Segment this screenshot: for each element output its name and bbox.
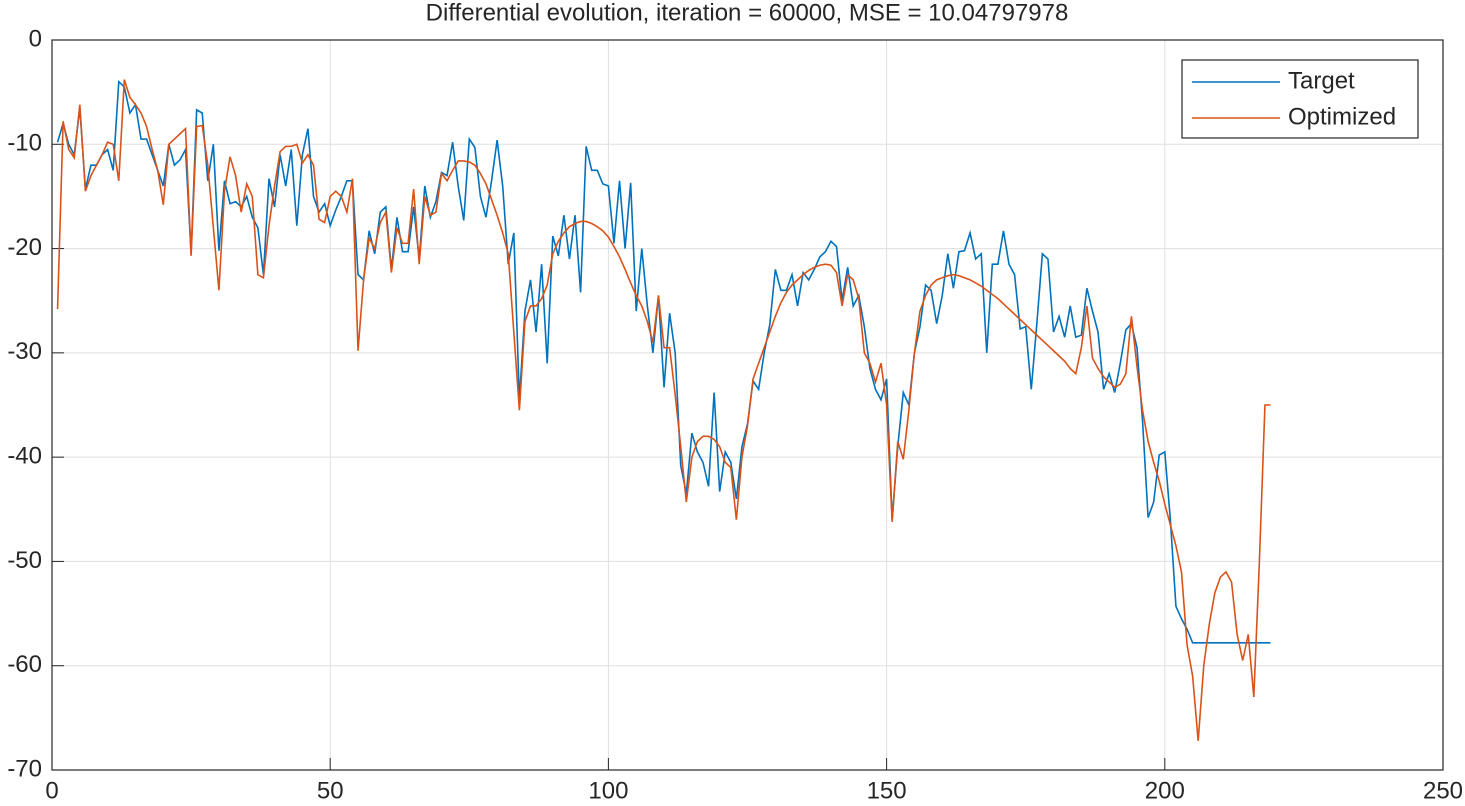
x-tick-label: 250	[1423, 777, 1463, 804]
axes-box	[51, 39, 1444, 771]
chart-title: Differential evolution, iteration = 6000…	[426, 0, 1069, 26]
y-tick-label: -30	[7, 338, 42, 365]
x-tick-label: 150	[867, 777, 907, 804]
y-tick-label: -20	[7, 234, 42, 261]
y-tick-label: 0	[29, 25, 42, 52]
legend-box	[1181, 59, 1419, 139]
legend-label: Optimized	[1288, 103, 1396, 130]
y-tick-label: -40	[7, 442, 42, 469]
x-tick-label: 200	[1145, 777, 1185, 804]
x-tick-label: 0	[45, 777, 58, 804]
y-tick-label: -60	[7, 651, 42, 678]
y-tick-label: -70	[7, 755, 42, 782]
y-tick-label: -10	[7, 130, 42, 157]
x-tick-label: 100	[588, 777, 628, 804]
legend-label: Target	[1288, 67, 1355, 94]
y-tick-label: -50	[7, 547, 42, 574]
plot-area	[52, 40, 1443, 770]
x-tick-label: 50	[317, 777, 344, 804]
data-line	[56, 79, 1271, 644]
data-line	[56, 79, 1271, 741]
